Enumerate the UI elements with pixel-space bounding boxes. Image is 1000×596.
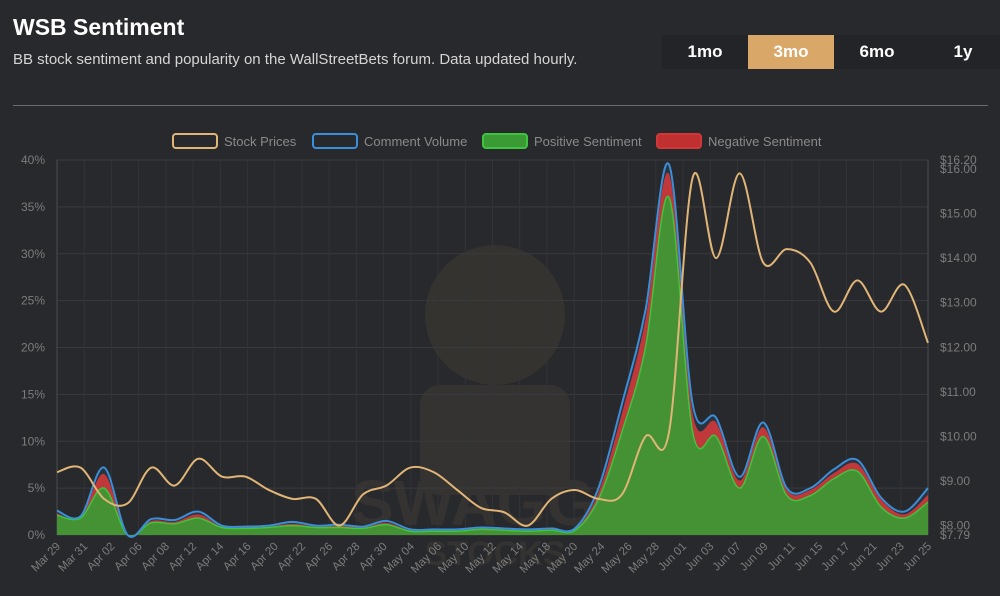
y-left-tick-label: 0% (28, 528, 46, 542)
x-tick-label: Apr 06 (112, 541, 144, 573)
positive-sentiment-area (57, 196, 928, 537)
x-tick-label: Jun 21 (847, 541, 880, 574)
x-tick-label: Apr 12 (167, 541, 199, 573)
y-left-tick-label: 25% (21, 294, 45, 308)
y-right-tick-label: $12.00 (940, 340, 977, 354)
y-left-tick-label: 15% (21, 387, 45, 401)
legend-swatch (312, 133, 358, 149)
y-left-tick-label: 20% (21, 341, 45, 355)
x-tick-label: Apr 14 (194, 540, 227, 573)
x-tick-label: Apr 02 (85, 541, 117, 573)
header-divider (13, 105, 988, 106)
x-tick-label: Apr 16 (221, 541, 253, 573)
tab-1mo[interactable]: 1mo (662, 35, 748, 69)
positive-sentiment-line (56, 195, 929, 537)
tab-3mo[interactable]: 3mo (748, 35, 834, 69)
chart-series (56, 162, 929, 538)
x-tick-label: Jun 01 (656, 541, 689, 574)
y-right-tick-label: $13.00 (940, 296, 977, 310)
comment-volume-line (56, 162, 929, 538)
x-tick-label: Jun 15 (792, 541, 825, 574)
tab-6mo[interactable]: 6mo (834, 35, 920, 69)
y-left-tick-label: 35% (21, 200, 45, 214)
watermark-text-bottom: STOCKS (424, 535, 565, 573)
y-right-tick-label: $7.79 (940, 528, 970, 542)
x-tick-label: Jun 09 (738, 541, 771, 574)
y-left-tick-label: 10% (21, 434, 45, 448)
x-tick-label: Apr 26 (303, 541, 335, 573)
x-tick-label: Jun 11 (766, 541, 798, 573)
watermark-body-shape (420, 385, 570, 495)
legend-swatch (656, 133, 702, 149)
x-tick-label: Jun 23 (874, 541, 907, 574)
x-tick-label: Apr 22 (276, 541, 308, 573)
x-tick-label: Apr 08 (140, 541, 172, 573)
y-right-tick-label: $16.00 (940, 162, 977, 176)
y-right-tick-label: $16.20 (940, 153, 977, 167)
y-right-tick-label: $11.00 (940, 385, 976, 399)
x-tick-label: Apr 28 (330, 541, 362, 573)
x-tick-label: Mar 29 (29, 541, 63, 575)
range-tabs: 1mo 3mo 6mo 1y (662, 35, 1000, 69)
y-right-tick-label: $15.00 (940, 207, 977, 221)
legend-label: Positive Sentiment (534, 134, 642, 149)
y-left-tick-label: 40% (21, 153, 45, 167)
chart-grid (56, 159, 929, 536)
page-subtitle: BB stock sentiment and popularity on the… (13, 51, 578, 68)
chart-legend: Stock Prices Comment Volume Positive Senti… (172, 133, 822, 149)
x-tick-label: May 28 (627, 541, 662, 576)
page-title: WSB Sentiment (13, 14, 185, 40)
legend-label: Comment Volume (364, 134, 467, 149)
x-tick-label: Apr 20 (248, 541, 280, 573)
legend-label: Stock Prices (224, 134, 297, 149)
sentiment-chart: SWAGGY STOCKS 0%5%10%15%20%25%30%35%40% … (21, 133, 977, 576)
x-tick-label: Jun 03 (683, 541, 716, 574)
y-right-tick-label: $9.00 (940, 474, 970, 488)
watermark-mascot-icon (425, 245, 565, 385)
stock-price-line (56, 172, 929, 527)
tab-1y[interactable]: 1y (920, 35, 1000, 69)
y-axis-right: $7.79$8.00 $9.00 $10.00 $11.00 $12.00 $13.00 $… (940, 153, 977, 542)
y-left-tick-label: 30% (21, 247, 45, 261)
y-axis-left: 0% 5% 10% 15% 20% 25% 30% 35% 40% (21, 153, 45, 542)
x-tick-label: Jun 07 (711, 541, 744, 574)
y-right-tick-label: $10.00 (940, 429, 977, 443)
x-tick-label: Mar 31 (57, 541, 91, 575)
y-left-tick-label: 5% (28, 481, 46, 495)
legend-swatch (172, 133, 218, 149)
legend-label: Negative Sentiment (708, 134, 822, 149)
legend-swatch (482, 133, 528, 149)
x-tick-label: Jun 17 (820, 541, 853, 574)
x-tick-label: Jun 25 (901, 541, 934, 574)
y-right-tick-label: $14.00 (940, 251, 977, 265)
y-right-tick-label: $8.00 (940, 519, 970, 533)
